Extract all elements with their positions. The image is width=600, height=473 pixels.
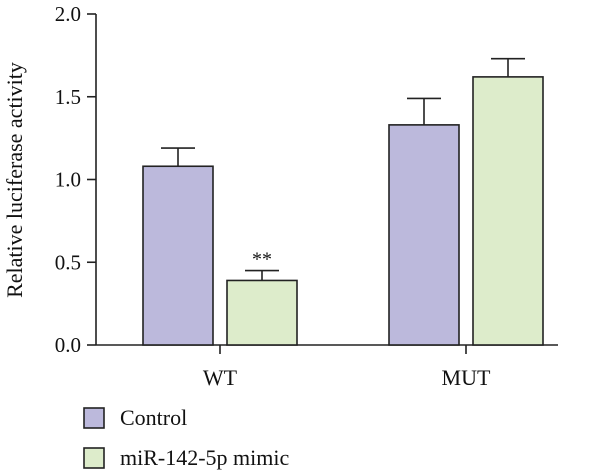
bar-wt-mimic	[226, 279, 298, 346]
plot-area: 0.0 0.5 1.0 1.5 2.0 WT ** MUT	[55, 2, 558, 390]
legend-swatch-control	[83, 407, 105, 429]
legend-label: Control	[120, 405, 187, 430]
bar-mut-control	[388, 124, 460, 346]
y-tick-label: 0.0	[55, 333, 81, 357]
y-tick-label: 2.0	[55, 2, 81, 26]
y-tick-label: 1.0	[55, 168, 81, 192]
x-tick-label: WT	[203, 365, 238, 390]
legend: Control miR-142-5p mimic	[83, 405, 290, 470]
x-tick-label: MUT	[442, 365, 491, 390]
y-axis-label: Relative luciferase activity	[2, 62, 27, 298]
legend-label: miR-142-5p mimic	[120, 445, 290, 470]
legend-swatch-mimic	[83, 447, 105, 469]
bar-mut-mimic	[472, 76, 544, 346]
bar-wt-control	[142, 165, 214, 346]
y-tick-label: 1.5	[55, 85, 81, 109]
y-tick-label: 0.5	[55, 250, 81, 274]
significance-marker: **	[252, 249, 272, 271]
